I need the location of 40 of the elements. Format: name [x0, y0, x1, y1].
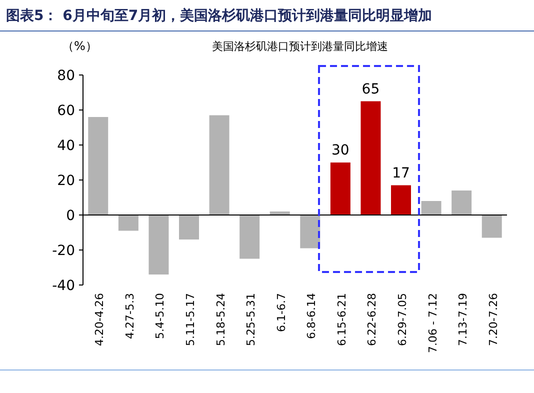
- bar: [240, 215, 260, 259]
- chart-title: 图表5： 6月中旬至7月初，美国洛杉矶港口预计到港量同比明显增加: [6, 7, 432, 24]
- x-tick-label: 5.25-5.31: [244, 293, 258, 346]
- x-tick-label: 7.06 - 7.12: [426, 293, 440, 353]
- bar: [88, 117, 108, 215]
- bar: [209, 115, 230, 215]
- y-tick-label: 20: [57, 173, 75, 189]
- data-label: 65: [362, 81, 380, 98]
- bar: [391, 185, 411, 215]
- y-tick-label: 40: [57, 138, 75, 154]
- bar: [360, 101, 381, 215]
- y-tick-label: -20: [52, 243, 75, 259]
- bar: [482, 215, 502, 238]
- y-axis-title: （%）: [62, 39, 98, 53]
- x-tick-label: 6.15-6.21: [335, 293, 348, 346]
- chart-subtitle: 美国洛杉矶港口预计到港量同比增速: [212, 40, 388, 53]
- x-tick-label: 4.27-5.3: [123, 293, 136, 339]
- x-tick-label: 5.4-5.10: [154, 293, 167, 339]
- bar: [421, 201, 442, 215]
- bar: [330, 162, 350, 215]
- y-tick-label: 0: [66, 208, 75, 224]
- bar: [118, 215, 138, 231]
- y-tick-label: 80: [57, 68, 75, 84]
- data-label: 30: [332, 142, 350, 158]
- x-tick-label: 6.1-6.7: [274, 293, 288, 332]
- bar: [452, 190, 472, 215]
- y-tick-label: -40: [52, 278, 75, 294]
- bar: [300, 215, 320, 248]
- bar: [179, 215, 199, 240]
- x-tick-label: 5.11-5.17: [184, 293, 197, 346]
- x-tick-label: 5.18-5.24: [214, 293, 228, 346]
- x-tick-label: 7.13-7.19: [456, 293, 470, 346]
- x-tick-label: 6.29-7.05: [396, 293, 409, 346]
- x-tick-label: 6.8-6.14: [305, 293, 318, 339]
- y-tick-label: 60: [57, 103, 75, 119]
- data-label: 17: [392, 165, 410, 182]
- x-tick-label: 7.20-7.26: [486, 293, 500, 346]
- bar: [148, 215, 169, 274]
- x-tick-label: 6.22-6.28: [366, 293, 379, 346]
- x-tick-label: 4.20-4.26: [93, 293, 106, 346]
